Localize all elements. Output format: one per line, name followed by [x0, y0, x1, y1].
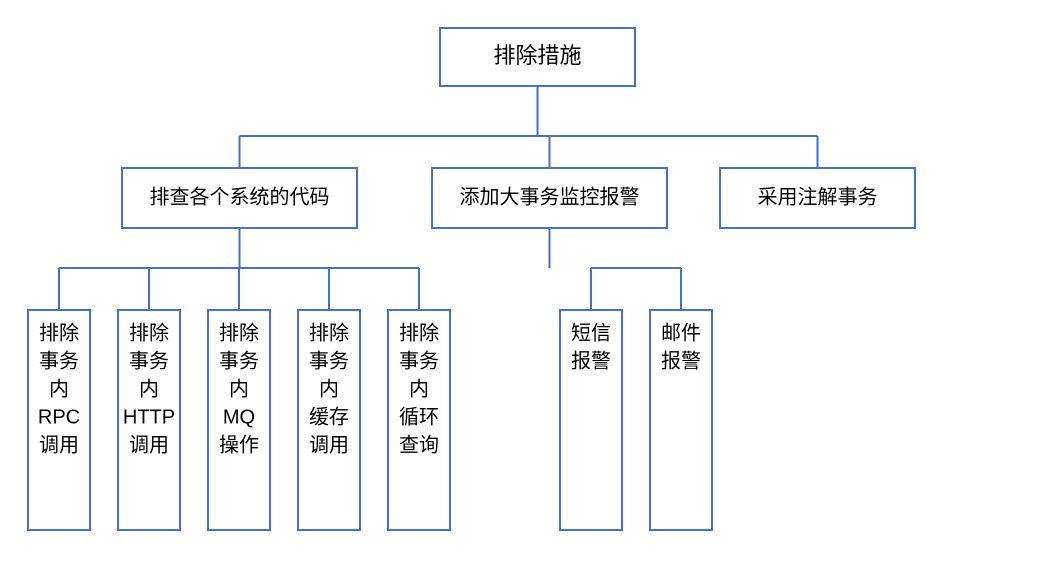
m1-leaf-0-line-0: 排除	[39, 321, 79, 344]
m1-leaf-4-line-4: 查询	[399, 433, 439, 456]
m2-leaf-1-line-1: 报警	[661, 349, 701, 372]
m1-leaf-0-line-4: 调用	[39, 433, 79, 456]
root-label: 排除措施	[493, 43, 581, 68]
m1-leaf-0-line-2: 内	[49, 377, 69, 400]
m1-leaf-3-line-1: 事务	[309, 349, 349, 372]
m2-leaf-0-line-1: 报警	[571, 349, 611, 372]
m1-leaf-3-line-0: 排除	[309, 321, 349, 344]
m1-leaf-0-line-3: RPC	[38, 406, 80, 428]
mid-label-m2: 添加大事务监控报警	[460, 185, 640, 208]
m1-leaf-1-line-2: 内	[139, 377, 159, 400]
m1-leaf-2-line-0: 排除	[219, 321, 259, 344]
hierarchy-diagram: 排除措施排查各个系统的代码 添加大事务监控报警 采用注解事务排除事务内 RPC 调用 排除…	[0, 0, 1050, 578]
m1-leaf-1-line-1: 事务	[129, 349, 169, 372]
m1-leaf-4-line-1: 事务	[399, 349, 439, 372]
m1-leaf-4-line-0: 排除	[399, 321, 439, 344]
m1-leaf-4-line-2: 内	[409, 377, 429, 400]
m1-leaf-2-line-3: MQ	[223, 406, 255, 428]
m1-leaf-3-line-2: 内	[319, 377, 339, 400]
mid-label-m3: 采用注解事务	[758, 185, 878, 208]
m1-leaf-3-line-4: 调用	[309, 433, 349, 456]
m1-leaf-1-line-0: 排除	[129, 321, 169, 344]
m1-leaf-2-line-1: 事务	[219, 349, 259, 372]
m1-leaf-3-line-3: 缓存	[309, 405, 349, 428]
m1-leaf-0-line-1: 事务	[39, 349, 79, 372]
m1-leaf-2-line-2: 内	[229, 377, 249, 400]
m1-leaf-4-line-3: 循环	[399, 405, 439, 428]
m1-leaf-1-line-3: HTTP	[123, 406, 175, 428]
m2-leaf-1-line-0: 邮件	[661, 321, 701, 344]
mid-label-m1: 排查各个系统的代码	[150, 185, 330, 208]
m1-leaf-2-line-4: 操作	[219, 433, 259, 456]
m2-leaf-0-line-0: 短信	[571, 321, 611, 344]
m1-leaf-1-line-4: 调用	[129, 433, 169, 456]
